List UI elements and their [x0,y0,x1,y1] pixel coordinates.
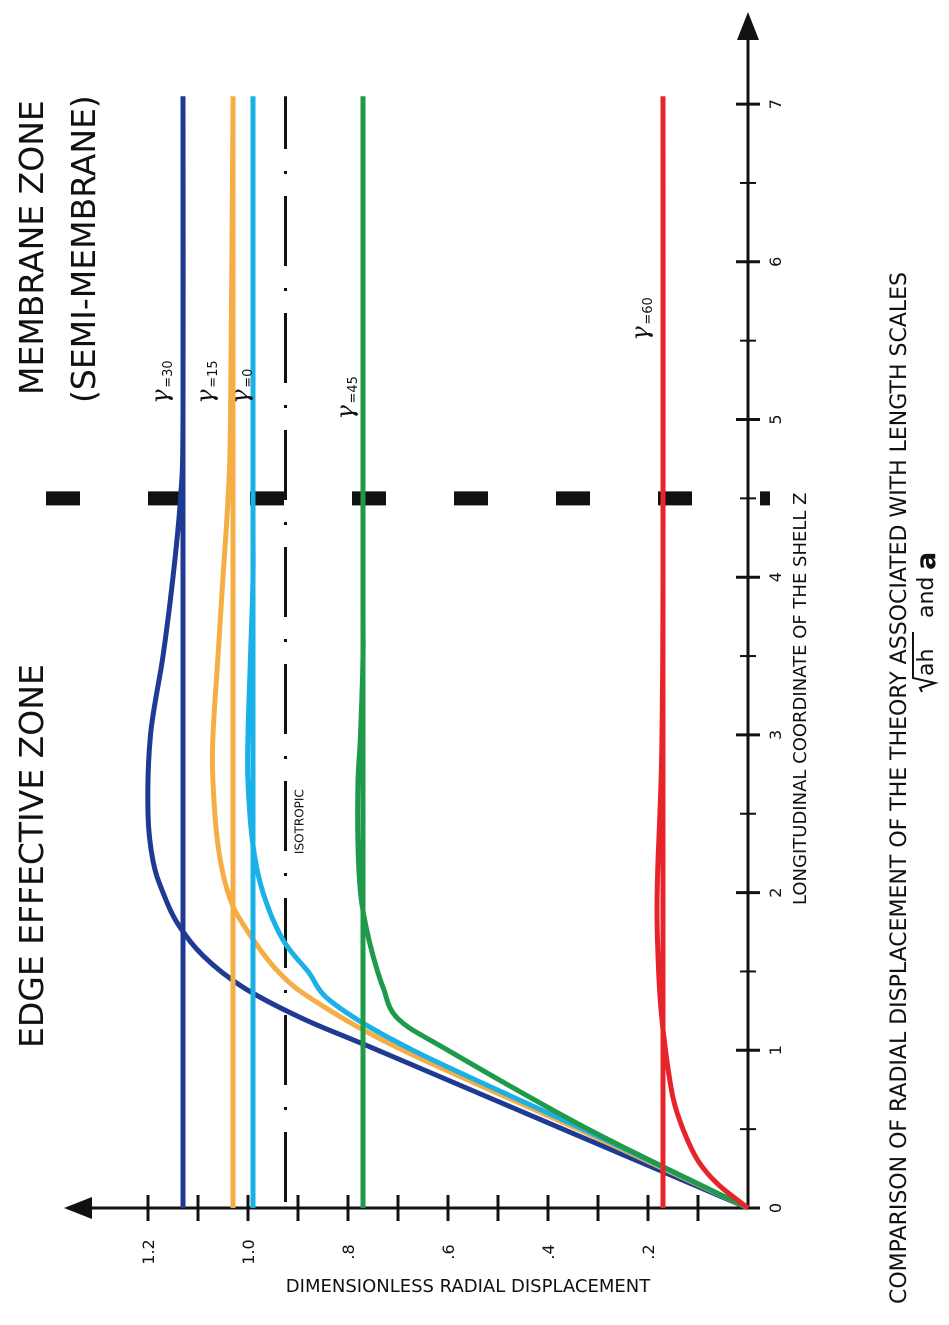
x-tick-label: 4 [766,572,785,582]
x-ticks: 0 1 2 3 4 5 6 7 [736,99,785,1213]
caption-a: a [911,552,942,570]
series-curve-4 [654,104,750,1210]
caption-and: and [914,577,939,618]
y-tick-label: .4 [539,1244,558,1259]
series-group [145,96,750,1211]
x-tick-label: 6 [766,257,785,267]
series-label-0: γ =30 [146,360,176,403]
y-tick-label: .6 [439,1244,458,1259]
caption-line: COMPARISON OF RADIAL DISPLACEMENT OF THE… [887,272,912,1304]
isotropic-label: ISOTROPIC [293,789,307,854]
series-subscript: =0 [241,369,256,388]
series-label-1: γ =15 [191,360,221,403]
series-subscript: =30 [161,360,176,387]
series-symbol: γ [626,326,654,341]
membrane-zone-title: MEMBRANE ZONE [12,100,51,395]
series-curve-3 [355,104,750,1211]
series-symbol: γ [191,389,219,404]
series-label-4: γ =60 [626,297,656,340]
series-symbol: γ [226,389,254,404]
y-tick-label: .2 [639,1244,658,1259]
x-tick-label: 7 [766,99,785,109]
sqrt-symbol [912,632,939,693]
series-symbol: γ [146,389,174,404]
series-curve-2 [245,104,750,1211]
y-tick-label: .8 [339,1244,358,1259]
series-labels: γ=30γ=15γ=0γ=45γ=60 [146,297,656,419]
series-curve-0 [145,104,749,1211]
series-curve-1 [209,104,750,1211]
series-label-3: γ =45 [331,376,361,419]
caption-formula: ah and a [911,552,942,693]
x-tick-label: 2 [766,888,785,898]
membrane-zone-subtitle: (SEMI-MEMBRANE) [64,95,103,403]
y-tick-label: 1.0 [239,1239,258,1264]
y-axis-arrow [64,1197,92,1219]
x-tick-label: 3 [766,730,785,740]
series-symbol: γ [331,405,359,420]
zone-boundary-group: ISOTROPIC [46,96,770,1202]
x-tick-label: 0 [766,1203,785,1213]
y-ticks: .2 .4 .6 .8 1.0 1.2 [139,1195,700,1265]
x-axis-label: LONGITUDINAL COORDINATE OF THE SHELL Z [790,492,811,905]
x-tick-label: 5 [766,414,785,424]
series-subscript: =60 [641,297,656,324]
series-subscript: =45 [346,376,361,403]
series-label-2: γ=0 [226,369,256,404]
y-tick-label: 1.2 [139,1239,158,1264]
caption-sqrt-text: ah [914,649,939,676]
x-tick-label: 1 [766,1045,785,1055]
edge-zone-title: EDGE EFFECTIVE ZONE [12,664,51,1048]
y-axis-label: DIMENSIONLESS RADIAL DISPLACEMENT [286,1276,651,1297]
x-axis-arrow [737,12,759,40]
series-subscript: =15 [206,360,221,387]
